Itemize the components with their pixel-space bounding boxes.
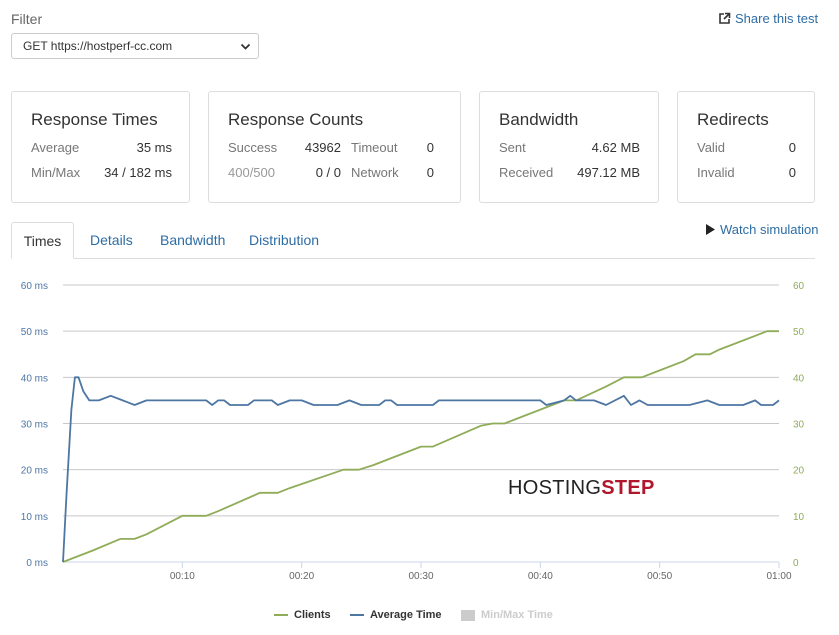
valid-label: Valid	[697, 140, 725, 155]
y-tick-left: 50 ms	[21, 327, 48, 338]
sent-value: 4.62 MB	[591, 140, 640, 155]
chart-grid	[63, 284, 779, 563]
c400-value: 0 / 0	[315, 165, 341, 180]
average-value: 35 ms	[136, 140, 172, 155]
filter-label: Filter	[11, 11, 43, 27]
success-value: 43962	[304, 140, 341, 155]
x-tick-label: 00:50	[647, 571, 672, 582]
legend-item-clients[interactable]: Clients	[274, 609, 331, 621]
legend-label: Clients	[294, 609, 331, 621]
y-tick-right: 0	[793, 558, 799, 569]
legend-item-minmax-time[interactable]: Min/Max Time	[461, 609, 553, 621]
legend-label: Average Time	[370, 609, 442, 621]
minmax-value: 34 / 182 ms	[104, 165, 172, 180]
series-line-average-time	[62, 376, 780, 563]
watch-label: Watch simulation	[720, 222, 819, 237]
x-tick-label: 01:00	[766, 571, 791, 582]
network-value: 0	[426, 165, 434, 180]
received-label: Received	[499, 165, 554, 180]
y-tick-right: 50	[793, 327, 805, 338]
y-axis-left: 0 ms 10 ms 20 ms 30 ms 40 ms 50 ms 60 ms	[21, 281, 48, 569]
success-label: Success	[228, 140, 278, 155]
tab-bandwidth[interactable]: Bandwidth	[160, 232, 226, 248]
c400-label: 400/500	[228, 165, 275, 180]
timeout-label: Timeout	[351, 140, 398, 155]
card-title: Response Times	[31, 110, 158, 129]
card-title: Bandwidth	[499, 110, 579, 129]
series-line-clients	[62, 330, 779, 563]
legend-swatch	[350, 614, 364, 616]
y-tick-right: 10	[793, 512, 805, 523]
tab-distribution[interactable]: Distribution	[249, 232, 320, 248]
redirects-card: Redirects Valid 0 Invalid 0	[677, 91, 815, 203]
chevron-down-icon	[240, 43, 251, 50]
hostingstep-watermark: HOSTINGSTEP	[508, 477, 655, 499]
watch-simulation-link[interactable]: Watch simulation	[706, 222, 819, 237]
x-axis: 00:10 00:20 00:30 00:40 00:50 01:00	[170, 562, 792, 582]
minmax-label: Min/Max	[31, 165, 81, 180]
y-tick-right: 40	[793, 373, 805, 384]
tab-times[interactable]: Times	[11, 222, 74, 259]
x-tick-label: 00:20	[289, 571, 314, 582]
share-label: Share this test	[735, 11, 819, 26]
y-tick-right: 30	[793, 420, 805, 431]
response-times-card: Response Times Average 35 ms Min/Max 34 …	[11, 91, 190, 203]
network-label: Network	[351, 165, 399, 180]
timeout-value: 0	[426, 140, 434, 155]
request-filter-select[interactable]: GET https://hostperf-cc.com	[11, 33, 259, 59]
bandwidth-card: Bandwidth Sent 4.62 MB Received 497.12 M…	[479, 91, 659, 203]
invalid-label: Invalid	[697, 165, 735, 180]
y-tick-right: 60	[793, 281, 805, 292]
invalid-value: 0	[788, 165, 796, 180]
y-tick-left: 60 ms	[21, 281, 48, 292]
share-icon	[719, 12, 731, 24]
filter-selected-value: GET https://hostperf-cc.com	[23, 39, 173, 53]
legend-item-average-time[interactable]: Average Time	[350, 609, 442, 621]
y-tick-left: 0 ms	[26, 558, 48, 569]
card-title: Response Counts	[228, 110, 364, 129]
response-counts-card: Response Counts Success 43962 Timeout 0 …	[208, 91, 461, 203]
legend-swatch	[274, 614, 288, 616]
tab-details[interactable]: Details	[90, 232, 133, 248]
valid-value: 0	[788, 140, 796, 155]
chart-series	[62, 330, 780, 563]
card-title: Redirects	[697, 110, 769, 129]
average-label: Average	[31, 140, 80, 155]
y-tick-right: 20	[793, 466, 805, 477]
y-tick-left: 40 ms	[21, 373, 48, 384]
y-tick-left: 20 ms	[21, 466, 48, 477]
legend-swatch	[461, 609, 475, 621]
share-test-link[interactable]: Share this test	[718, 11, 818, 26]
legend-label: Min/Max Time	[481, 609, 553, 621]
y-axis-right: 0 10 20 30 40 50 60	[793, 281, 805, 569]
x-tick-label: 00:30	[408, 571, 433, 582]
play-icon	[706, 224, 715, 235]
received-value: 497.12 MB	[577, 165, 640, 180]
x-tick-label: 00:10	[170, 571, 195, 582]
y-tick-left: 10 ms	[21, 512, 48, 523]
sent-label: Sent	[499, 140, 526, 155]
tabs-divider	[11, 258, 815, 259]
y-tick-left: 30 ms	[21, 420, 48, 431]
response-times-chart: 0 ms 10 ms 20 ms 30 ms 40 ms 50 ms 60 ms 0 10 20…	[21, 281, 805, 582]
x-tick-label: 00:40	[528, 571, 553, 582]
